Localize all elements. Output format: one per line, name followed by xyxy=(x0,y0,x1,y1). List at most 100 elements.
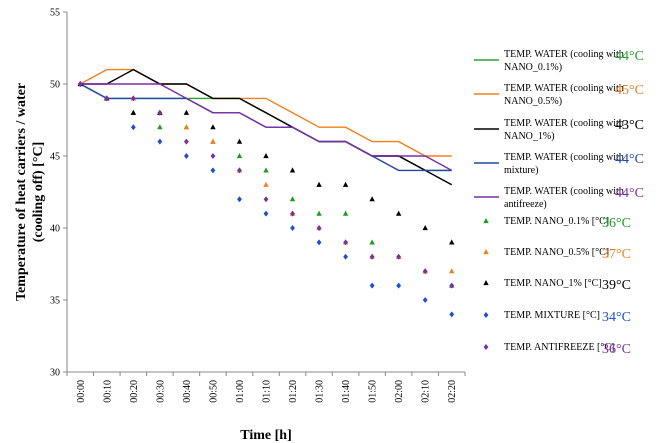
data-point xyxy=(236,138,243,144)
legend-marker-swatch xyxy=(483,344,489,350)
legend-label: TEMP. WATER (cooling with antifreeze) xyxy=(504,186,624,210)
legend-item-6: TEMP. NANO_0.1% [°C]36°C xyxy=(483,216,631,231)
y-axis-title-line: (cooling off) [°C] xyxy=(31,142,46,242)
data-point xyxy=(210,153,216,159)
data-point xyxy=(130,124,136,131)
x-tick-label: 02:20 xyxy=(447,380,458,403)
legend-label-line: TEMP. NANO_0.5% [°C] xyxy=(504,247,609,258)
legend-label-line: TEMP. ANTIFREEZE [°C] xyxy=(504,342,614,353)
data-point xyxy=(130,109,137,115)
legend-label-line: TEMP. WATER (cooling with xyxy=(504,118,624,129)
x-tick-label: 01:50 xyxy=(368,380,379,403)
data-point xyxy=(157,109,163,116)
data-point xyxy=(290,210,295,217)
data-point xyxy=(289,196,296,202)
data-point xyxy=(449,282,455,289)
data-point xyxy=(449,311,455,318)
x-tick-label: 01:20 xyxy=(288,380,299,403)
axes: 30 35 40 45 50 55 00:00 00:10 00:20 00:30 00:40 00:… xyxy=(14,8,466,443)
series-5 xyxy=(80,83,453,172)
data-point xyxy=(157,124,163,130)
legend-item-10: TEMP. ANTIFREEZE [°C]36°C xyxy=(483,342,631,357)
data-point xyxy=(422,297,428,303)
legend-end-temperature: 43°C xyxy=(615,118,644,133)
data-point xyxy=(263,210,269,217)
data-point xyxy=(396,253,402,260)
data-point xyxy=(449,239,455,245)
data-point xyxy=(342,210,349,216)
data-point xyxy=(343,239,348,246)
legend-label-line: TEMP. NANO_0.1% [°C] xyxy=(504,216,609,227)
x-tick-label: 02:00 xyxy=(394,380,405,403)
data-point xyxy=(183,124,190,130)
legend-item-5: TEMP. WATER (cooling with antifreeze) 44°C xyxy=(474,186,644,210)
legend-marker-swatch xyxy=(483,218,489,224)
y-tick-label: 35 xyxy=(50,296,60,307)
legend-item-4: TEMP. WATER (cooling with mixture) 44°C xyxy=(474,152,644,176)
x-tick-label: 02:10 xyxy=(421,380,432,403)
legend-label-line: TEMP. WATER (cooling with xyxy=(504,186,624,197)
data-point xyxy=(210,124,216,130)
data-point xyxy=(343,253,348,260)
legend-label-line: NANO_0.1%) xyxy=(504,62,562,73)
x-tick-label: 01:30 xyxy=(315,380,326,403)
data-point xyxy=(236,153,243,159)
data-point xyxy=(130,95,136,102)
legend-label: TEMP. WATER (cooling with mixture) xyxy=(504,152,624,176)
x-tick-label: 01:10 xyxy=(262,380,273,403)
legend-end-temperature: 39°C xyxy=(602,278,631,293)
x-tick-label: 01:40 xyxy=(341,380,352,403)
data-point xyxy=(289,167,296,173)
series-8 xyxy=(77,81,455,245)
legend-label-line: TEMP. WATER (cooling with xyxy=(504,83,624,94)
legend-label: TEMP. WATER (cooling with NANO_0.5%) xyxy=(504,83,624,107)
legend-marker-swatch xyxy=(483,312,489,318)
legend-label: TEMP. NANO_0.5% [°C] xyxy=(504,247,609,258)
data-point xyxy=(395,210,402,216)
legend-label: TEMP. WATER (cooling with NANO_0.1%) xyxy=(504,49,624,73)
y-axis-title: Temperature of heat carriers / water (coo… xyxy=(14,83,46,301)
data-point xyxy=(369,253,375,260)
series-line xyxy=(80,83,453,172)
y-tick-label: 30 xyxy=(50,368,60,379)
data-point xyxy=(369,196,375,202)
data-point xyxy=(290,225,295,231)
data-point xyxy=(183,109,190,115)
legend-item-1: TEMP. WATER (cooling with NANO_0.1%) 44°C xyxy=(474,49,644,73)
data-point xyxy=(237,196,242,203)
data-point xyxy=(237,167,242,174)
data-point xyxy=(263,167,269,173)
legend-label: TEMP. NANO_1% [°C] xyxy=(504,278,602,289)
data-point xyxy=(316,239,322,246)
series-7 xyxy=(77,81,455,274)
legend-marker-swatch xyxy=(483,280,489,286)
x-tick-label: 00:10 xyxy=(102,380,113,403)
data-point xyxy=(157,138,163,145)
x-tick-label: 00:30 xyxy=(155,380,166,403)
legend-item-2: TEMP. WATER (cooling with NANO_0.5%) 45°C xyxy=(474,83,644,107)
x-tick-label: 01:00 xyxy=(235,380,246,403)
x-tick-label: 00:40 xyxy=(182,380,193,403)
legend-item-8: TEMP. NANO_1% [°C] 39°C xyxy=(483,278,631,293)
data-point xyxy=(210,138,216,144)
legend-label: TEMP. MIXTURE [°C] xyxy=(504,310,600,321)
data-point xyxy=(316,181,322,187)
legend-end-temperature: 44°C xyxy=(615,186,644,201)
legend-label-line: TEMP. NANO_1% [°C] xyxy=(504,278,602,289)
data-point xyxy=(104,95,110,102)
legend-end-temperature: 34°C xyxy=(602,310,631,325)
data-point xyxy=(77,81,83,87)
data-point xyxy=(316,210,322,216)
legend-label: TEMP. NANO_0.1% [°C] xyxy=(504,216,609,227)
data-point xyxy=(316,225,322,231)
legend-end-temperature: 36°C xyxy=(602,216,631,231)
x-tick-label: 00:50 xyxy=(208,380,219,403)
series-10 xyxy=(77,81,455,289)
data-point xyxy=(449,268,455,274)
legend-end-temperature: 44°C xyxy=(615,49,644,64)
legend-label-line: TEMP. WATER (cooling with xyxy=(504,49,624,60)
y-tick-label: 55 xyxy=(50,8,60,19)
data-point xyxy=(263,181,269,187)
legend-item-7: TEMP. NANO_0.5% [°C]37°C xyxy=(483,247,631,262)
